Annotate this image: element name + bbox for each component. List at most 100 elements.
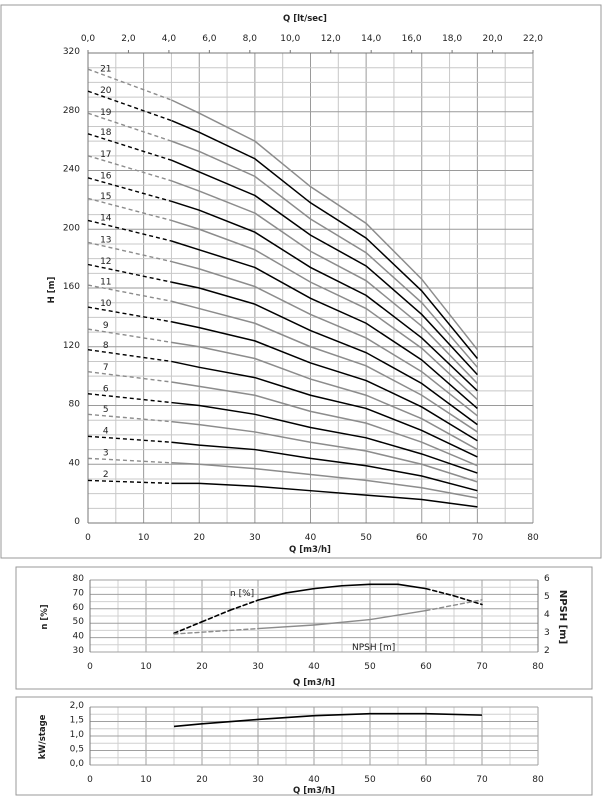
x-tick-label: 80 bbox=[532, 775, 544, 785]
x-tick-label: 50 bbox=[364, 775, 376, 785]
efficiency-curve-segment bbox=[285, 587, 315, 594]
stage-14-curve-dashed bbox=[87, 219, 172, 242]
stage-12-curve-dashed bbox=[87, 263, 172, 283]
stage-21-curve bbox=[171, 99, 478, 351]
stage-15-curve bbox=[171, 219, 478, 401]
y-tick-label: 0 bbox=[74, 517, 80, 527]
y-tick-label: 80 bbox=[73, 574, 85, 584]
x-tick-label: 40 bbox=[308, 662, 320, 672]
x-tick-label: 20 bbox=[194, 533, 206, 543]
npsh-y-axis-title: NPSH [m] bbox=[557, 590, 568, 644]
x-tick-label: 20 bbox=[196, 775, 208, 785]
stage-16-curve bbox=[171, 200, 478, 392]
eff-series-label: n [%] bbox=[230, 589, 254, 599]
y2-tick-label: 6 bbox=[544, 574, 550, 584]
stage-11-label: 11 bbox=[100, 277, 111, 287]
y-tick-label: 2,0 bbox=[70, 701, 85, 711]
x-tick-label: 30 bbox=[252, 775, 264, 785]
y-tick-label: 40 bbox=[69, 458, 81, 468]
y-tick-label: 80 bbox=[69, 400, 81, 410]
npsh-curve-segment bbox=[369, 609, 427, 621]
x-tick-label: 30 bbox=[249, 533, 261, 543]
stage-16-curve-dashed bbox=[87, 177, 172, 203]
stage-8-curve-dashed bbox=[87, 348, 172, 363]
stage-20-curve bbox=[171, 119, 478, 359]
stage-15-label: 15 bbox=[100, 192, 111, 202]
x2-tick-label: 16,0 bbox=[402, 34, 422, 44]
stage-7-curve bbox=[171, 381, 478, 467]
x-tick-label: 50 bbox=[360, 533, 372, 543]
stage-13-curve-dashed bbox=[87, 241, 172, 263]
x2-tick-label: 18,0 bbox=[442, 34, 462, 44]
head-chart-frame bbox=[0, 4, 602, 559]
x-tick-label: 50 bbox=[364, 662, 376, 672]
stage-4-curve bbox=[171, 441, 478, 492]
x-tick-label: 80 bbox=[527, 533, 539, 543]
x-tick-label: 40 bbox=[305, 533, 317, 543]
stage-21-label: 21 bbox=[100, 64, 111, 74]
x-tick-label: 10 bbox=[140, 775, 152, 785]
y-tick-label: 40 bbox=[73, 632, 85, 642]
stage-19-curve-dashed bbox=[87, 112, 172, 142]
stage-12-curve bbox=[171, 281, 478, 426]
stage-17-curve-dashed bbox=[87, 155, 172, 182]
eff-x-axis-title: Q [m3/h] bbox=[293, 678, 335, 688]
stage-21-curve-dashed bbox=[87, 68, 172, 101]
stage-20-curve-dashed bbox=[87, 90, 172, 122]
efficiency-curve-segment bbox=[201, 609, 231, 623]
x-tick-label: 0 bbox=[87, 775, 93, 785]
power-chart-frame bbox=[15, 696, 593, 796]
x2-tick-label: 20,0 bbox=[483, 34, 503, 44]
power-x-axis-title: Q [m3/h] bbox=[293, 786, 335, 796]
stage-20-label: 20 bbox=[100, 86, 112, 96]
stage-12-label: 12 bbox=[100, 257, 111, 267]
stage-17-label: 17 bbox=[100, 150, 111, 160]
y-tick-label: 240 bbox=[63, 165, 80, 175]
stage-15-curve-dashed bbox=[87, 197, 172, 222]
y-tick-label: 120 bbox=[63, 341, 80, 351]
stage-3-curve bbox=[171, 462, 478, 499]
x2-tick-label: 10,0 bbox=[280, 34, 300, 44]
stage-3-label: 3 bbox=[103, 448, 109, 458]
stage-11-curve-dashed bbox=[87, 284, 172, 302]
efficiency-curve-segment bbox=[313, 584, 343, 590]
x2-axis-title: Q [lt/sec] bbox=[283, 14, 327, 24]
x-tick-label: 70 bbox=[476, 662, 488, 672]
efficiency-curve-segment bbox=[173, 620, 203, 635]
efficiency-curve-segment bbox=[453, 595, 483, 606]
stage-10-curve-dashed bbox=[87, 306, 172, 323]
y2-tick-label: 3 bbox=[544, 628, 550, 638]
npsh-curve-segment bbox=[257, 624, 315, 630]
stage-2-label: 2 bbox=[103, 470, 109, 480]
y-tick-label: 280 bbox=[63, 106, 80, 116]
stage-11-curve bbox=[171, 300, 478, 433]
x2-tick-label: 6,0 bbox=[202, 34, 217, 44]
stage-9-curve bbox=[171, 341, 478, 451]
stage-4-label: 4 bbox=[103, 427, 109, 437]
stage-5-label: 5 bbox=[103, 405, 109, 415]
x-tick-label: 10 bbox=[140, 662, 152, 672]
x2-tick-label: 4,0 bbox=[162, 34, 177, 44]
x-tick-label: 0 bbox=[87, 662, 93, 672]
x-axis-title: Q [m3/h] bbox=[289, 545, 331, 555]
efficiency-curve-segment bbox=[229, 599, 259, 612]
y-tick-label: 0,5 bbox=[70, 745, 84, 755]
stage-17-curve bbox=[171, 180, 478, 384]
y-tick-label: 60 bbox=[73, 603, 85, 613]
power-y-axis-title: kW/stage bbox=[38, 714, 48, 759]
x-tick-label: 80 bbox=[532, 662, 544, 672]
efficiency-curve-segment bbox=[341, 583, 371, 587]
stage-19-label: 19 bbox=[100, 108, 112, 118]
y-tick-label: 1,0 bbox=[70, 730, 85, 740]
y-tick-label: 70 bbox=[73, 588, 85, 598]
efficiency-chart-frame bbox=[15, 566, 593, 690]
stage-19-curve bbox=[171, 140, 478, 368]
stage-18-curve-dashed bbox=[87, 133, 172, 161]
x2-tick-label: 2,0 bbox=[121, 34, 136, 44]
stage-7-curve-dashed bbox=[87, 371, 172, 383]
x-tick-label: 30 bbox=[252, 662, 264, 672]
npsh-curve-segment bbox=[173, 627, 259, 635]
npsh-curve-segment bbox=[313, 618, 371, 626]
npsh-curve-segment bbox=[425, 599, 483, 612]
efficiency-curve-segment bbox=[257, 592, 287, 601]
